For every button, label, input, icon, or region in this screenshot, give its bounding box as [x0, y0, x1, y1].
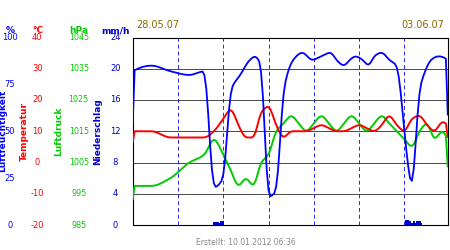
Bar [213, 222, 215, 225]
Text: 1005: 1005 [69, 158, 89, 167]
Text: 8: 8 [112, 158, 118, 167]
Text: 12: 12 [110, 127, 121, 136]
Bar [215, 221, 217, 225]
Bar [420, 223, 423, 225]
Text: 50: 50 [4, 127, 15, 136]
Text: Erstellt: 10.01.2012 06:36: Erstellt: 10.01.2012 06:36 [196, 238, 296, 247]
Text: 10: 10 [32, 127, 43, 136]
Text: 16: 16 [110, 96, 121, 104]
Text: 20: 20 [32, 96, 43, 104]
Bar [409, 223, 411, 225]
Text: -10: -10 [31, 189, 44, 198]
Text: 24: 24 [110, 33, 121, 42]
Text: 03.06.07: 03.06.07 [402, 20, 445, 30]
Text: 25: 25 [4, 174, 15, 182]
Text: 1045: 1045 [69, 33, 89, 42]
Text: 28.05.07: 28.05.07 [136, 20, 179, 30]
Text: 1035: 1035 [69, 64, 89, 73]
Bar [405, 222, 407, 225]
Text: 0: 0 [112, 220, 118, 230]
Bar [222, 222, 225, 225]
Text: -20: -20 [31, 220, 44, 230]
Bar [218, 221, 220, 225]
Text: 75: 75 [4, 80, 15, 89]
Text: 30: 30 [32, 64, 43, 73]
Text: Niederschlag: Niederschlag [94, 98, 103, 164]
Text: 40: 40 [32, 33, 43, 42]
Bar [220, 222, 223, 225]
Text: mm/h: mm/h [101, 26, 130, 35]
Text: %: % [5, 26, 14, 35]
Text: 985: 985 [71, 220, 86, 230]
Text: °C: °C [32, 26, 43, 35]
Bar [414, 220, 417, 225]
Text: 20: 20 [110, 64, 121, 73]
Bar [216, 224, 219, 225]
Text: 1025: 1025 [68, 96, 89, 104]
Bar [418, 222, 421, 225]
Bar [407, 223, 409, 225]
Text: 0: 0 [35, 158, 40, 167]
Text: Temperatur: Temperatur [20, 102, 29, 161]
Text: 995: 995 [71, 189, 86, 198]
Bar [411, 222, 413, 225]
Bar [413, 220, 415, 225]
Bar [416, 220, 418, 225]
Text: hPa: hPa [69, 26, 88, 35]
Text: 1015: 1015 [69, 127, 89, 136]
Text: 4: 4 [112, 189, 118, 198]
Text: 100: 100 [2, 33, 18, 42]
Text: Luftfeuchtigkeit: Luftfeuchtigkeit [0, 90, 7, 172]
Text: 0: 0 [7, 220, 13, 230]
Text: Luftdruck: Luftdruck [54, 106, 63, 156]
